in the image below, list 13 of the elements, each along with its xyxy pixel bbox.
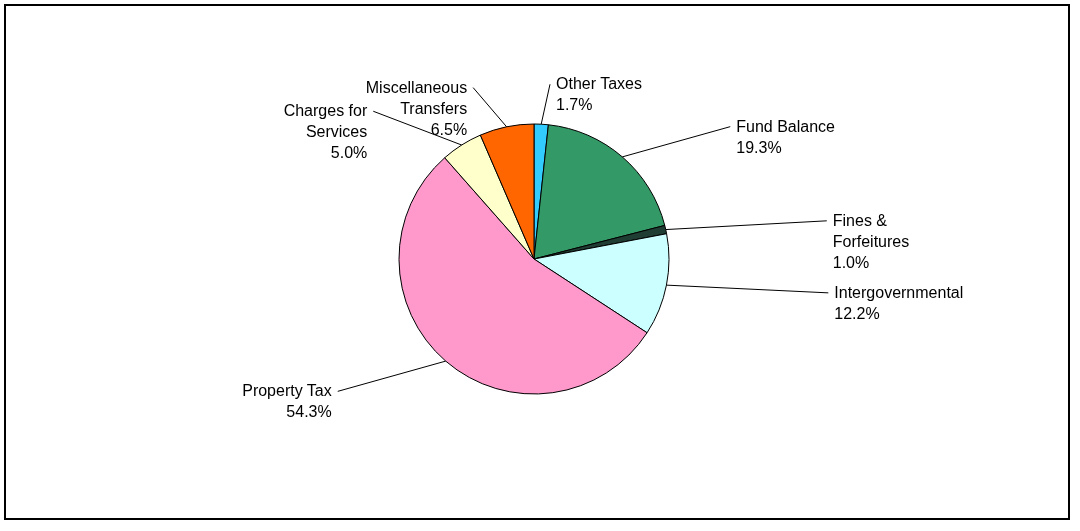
data-label: 54.3% [286,403,332,421]
slice-label: Property Tax [242,382,332,400]
data-label: 1.0% [832,253,870,271]
data-label: 1.7% [556,96,593,114]
slice-label: Charges for Services [283,102,368,141]
slice-label: Fund Balance [736,117,836,135]
slice-label: Other Taxes [556,75,642,93]
data-label: 5.0% [330,144,368,162]
slice-label: Fines & Forfeitures [832,211,910,250]
data-label: 19.3% [736,138,782,156]
slice-label: Intergovernmental [834,283,964,301]
data-label: 6.5% [430,120,468,138]
data-label: 12.2% [834,304,880,322]
